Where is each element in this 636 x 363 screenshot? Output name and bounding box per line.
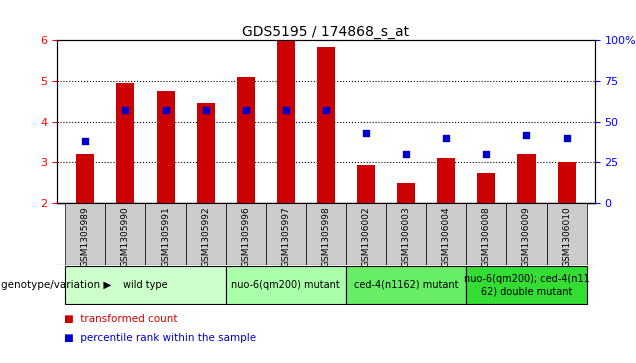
Bar [66, 203, 106, 265]
Bar [226, 266, 346, 304]
Bar [306, 203, 346, 265]
Text: GSM1305991: GSM1305991 [161, 206, 170, 267]
Text: GSM1305998: GSM1305998 [321, 206, 331, 267]
Bar [506, 203, 546, 265]
Text: GSM1306008: GSM1306008 [482, 206, 491, 267]
Text: GSM1306009: GSM1306009 [522, 206, 531, 267]
Text: GSM1306003: GSM1306003 [402, 206, 411, 267]
Text: ■  transformed count: ■ transformed count [64, 314, 177, 325]
Point [361, 130, 371, 136]
Bar [518, 154, 536, 203]
Bar [346, 203, 386, 265]
Text: ced-4(n1162) mutant: ced-4(n1162) mutant [354, 280, 459, 290]
Bar [346, 266, 466, 304]
Bar [437, 158, 455, 203]
Bar [116, 83, 134, 203]
Bar [277, 41, 295, 203]
Point [80, 138, 90, 144]
Bar [317, 47, 335, 203]
Point [120, 107, 130, 113]
Text: genotype/variation ▶: genotype/variation ▶ [1, 280, 111, 290]
Point [240, 107, 251, 113]
Bar [386, 203, 426, 265]
Bar [186, 203, 226, 265]
Text: GSM1306002: GSM1306002 [361, 206, 371, 267]
Point [441, 135, 452, 141]
Bar [226, 203, 266, 265]
Bar [156, 91, 174, 203]
Point [522, 132, 532, 138]
Bar [357, 165, 375, 203]
Bar [546, 203, 586, 265]
Point [321, 107, 331, 113]
Bar [558, 163, 576, 203]
Bar [146, 203, 186, 265]
Bar [106, 203, 146, 265]
Point [160, 107, 170, 113]
Text: nuo-6(qm200); ced-4(n11
62) double mutant: nuo-6(qm200); ced-4(n11 62) double mutan… [464, 274, 590, 296]
Bar [197, 103, 215, 203]
Text: GSM1306004: GSM1306004 [442, 206, 451, 267]
Text: ■  percentile rank within the sample: ■ percentile rank within the sample [64, 333, 256, 343]
Point [200, 107, 211, 113]
Text: GSM1305989: GSM1305989 [81, 206, 90, 267]
Text: GSM1305996: GSM1305996 [241, 206, 250, 267]
Point [280, 107, 291, 113]
Bar [478, 173, 495, 203]
Point [562, 135, 572, 141]
Text: GSM1305990: GSM1305990 [121, 206, 130, 267]
Bar [237, 77, 255, 203]
Text: GSM1305992: GSM1305992 [201, 206, 210, 267]
Bar [76, 154, 94, 203]
Title: GDS5195 / 174868_s_at: GDS5195 / 174868_s_at [242, 25, 410, 39]
Text: wild type: wild type [123, 280, 168, 290]
Text: GSM1305997: GSM1305997 [281, 206, 291, 267]
Bar [466, 266, 586, 304]
Bar [466, 203, 506, 265]
Bar [426, 203, 466, 265]
Point [481, 151, 492, 157]
Bar [266, 203, 306, 265]
Text: nuo-6(qm200) mutant: nuo-6(qm200) mutant [232, 280, 340, 290]
Bar [397, 183, 415, 203]
Point [401, 151, 411, 157]
Text: GSM1306010: GSM1306010 [562, 206, 571, 267]
Bar [66, 266, 226, 304]
